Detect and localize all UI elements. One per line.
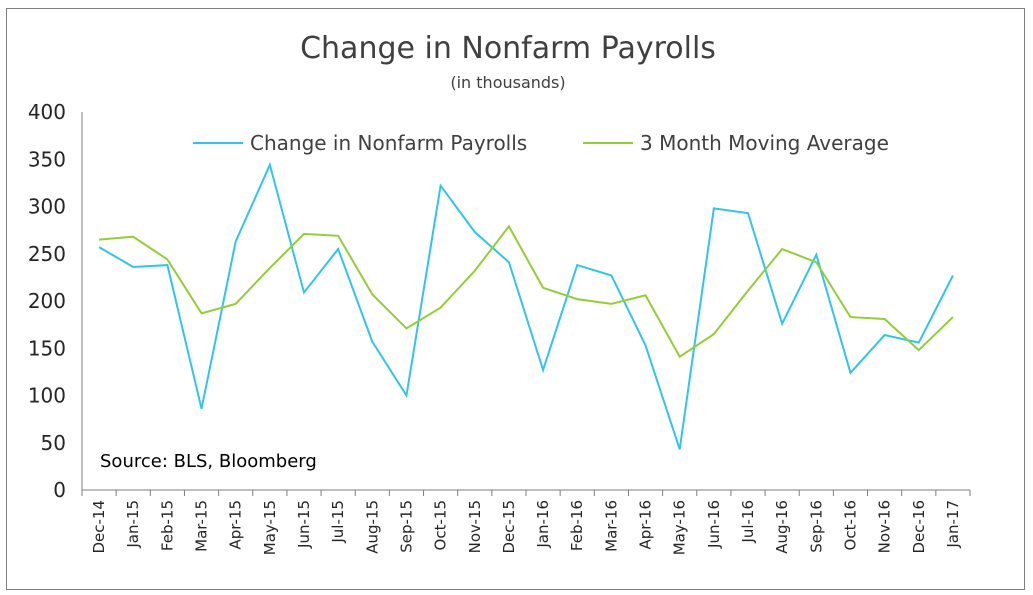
x-tick-label: May-15 [261,500,279,555]
line-moving-average [98,224,954,359]
x-tick-label: Apr-16 [637,500,655,550]
x-tick-label: Aug-16 [773,500,791,554]
x-tick-marks [81,490,971,496]
x-tick-label: Jun-15 [295,500,313,549]
y-tick-label: 50 [41,431,66,455]
series-lines [98,161,954,450]
x-tick-label: Jan-15 [124,500,142,549]
x-tick-label: Nov-16 [876,500,894,553]
y-tick-label: 150 [28,336,66,360]
source-annotation: Source: BLS, Bloomberg [100,451,317,472]
x-tick-label: May-16 [671,500,689,555]
y-tick-labels: 0 50 100 150 200 250 300 350 400 [28,100,66,502]
y-tick-label: 0 [53,478,66,502]
line-payrolls [98,161,954,450]
x-tick-labels: Dec-14 Jan-15 Feb-15 Mar-15 Apr-15 May-15 Jun-… [90,500,962,555]
y-tick-label: 100 [28,384,66,408]
x-tick-label: Sep-16 [807,500,825,553]
x-tick-label: Oct-15 [432,500,450,550]
x-tick-label: Jan-16 [534,500,552,549]
legend-label-moving-average: 3 Month Moving Average [640,131,889,155]
legend: Change in Nonfarm Payrolls 3 Month Movin… [193,131,889,155]
x-tick-label: Jul-16 [739,500,757,544]
chart-subtitle: (in thousands) [450,73,565,92]
y-tick-label: 200 [28,289,66,313]
legend-label-payrolls: Change in Nonfarm Payrolls [250,131,527,155]
y-tick-label: 300 [28,195,66,219]
x-tick-label: Dec-14 [90,500,108,554]
chart-title: Change in Nonfarm Payrolls [300,31,716,66]
x-tick-label: Dec-15 [500,500,518,554]
x-tick-label: Mar-16 [602,500,620,552]
x-tick-label: Aug-15 [363,500,381,554]
x-tick-label: Feb-16 [568,500,586,551]
x-tick-label: Jul-15 [329,500,347,544]
x-tick-label: Feb-15 [158,500,176,551]
x-tick-label: Jun-16 [705,500,723,549]
x-tick-label: Oct-16 [841,500,859,550]
x-tick-label: Jan-17 [944,500,962,549]
x-tick-label: Sep-15 [397,500,415,553]
y-tick-label: 350 [28,147,66,171]
x-tick-label: Mar-15 [193,500,211,552]
x-tick-label: Dec-16 [910,500,928,554]
x-tick-label: Nov-15 [466,500,484,553]
y-tick-label: 400 [28,100,66,124]
y-tick-label: 250 [28,242,66,266]
x-tick-label: Apr-15 [227,500,245,550]
